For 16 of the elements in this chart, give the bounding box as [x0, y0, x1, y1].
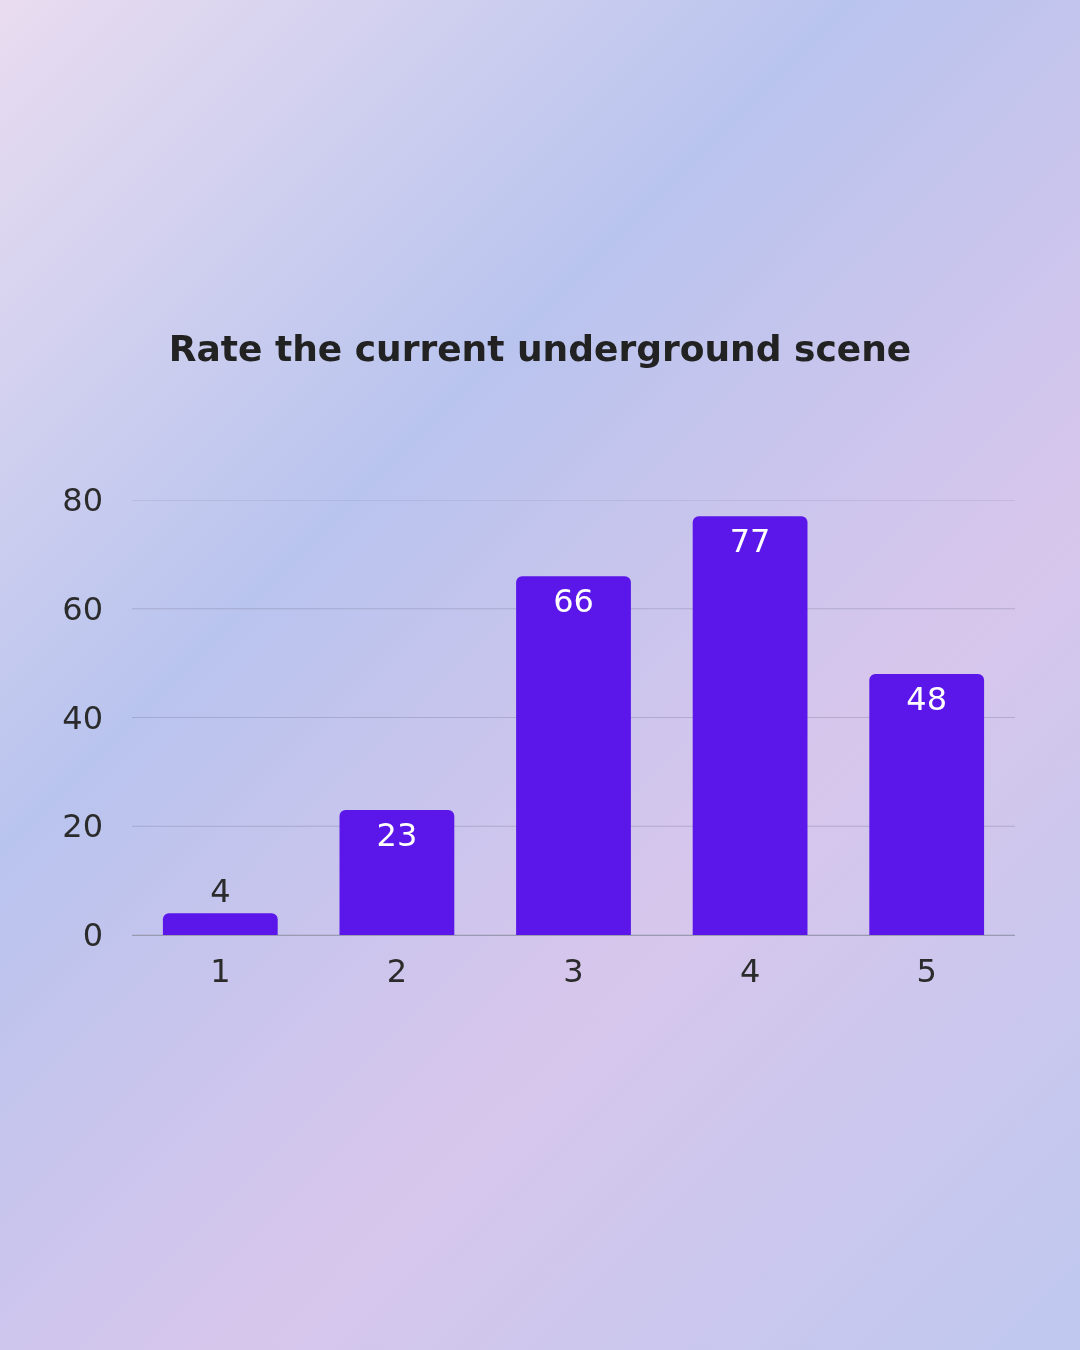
x-tick-label: 4 — [739, 952, 761, 991]
y-tick-label: 20 — [62, 807, 103, 846]
data-label: 23 — [376, 815, 418, 854]
x-tick-label: 3 — [563, 952, 584, 991]
x-tick-label: 2 — [386, 952, 408, 991]
data-label: 48 — [906, 680, 948, 718]
data-label: 66 — [553, 582, 594, 621]
data-label: 4 — [210, 872, 231, 911]
y-tick-label: 40 — [62, 698, 103, 737]
y-tick-label: 0 — [82, 916, 103, 955]
chart-title: Rate the current underground scene — [168, 327, 912, 369]
data-label: 77 — [729, 522, 771, 561]
y-tick-label: 60 — [62, 589, 103, 628]
y-tick-label: 80 — [62, 481, 103, 520]
x-tick-label: 5 — [916, 952, 937, 991]
x-tick-label: 1 — [210, 952, 231, 991]
